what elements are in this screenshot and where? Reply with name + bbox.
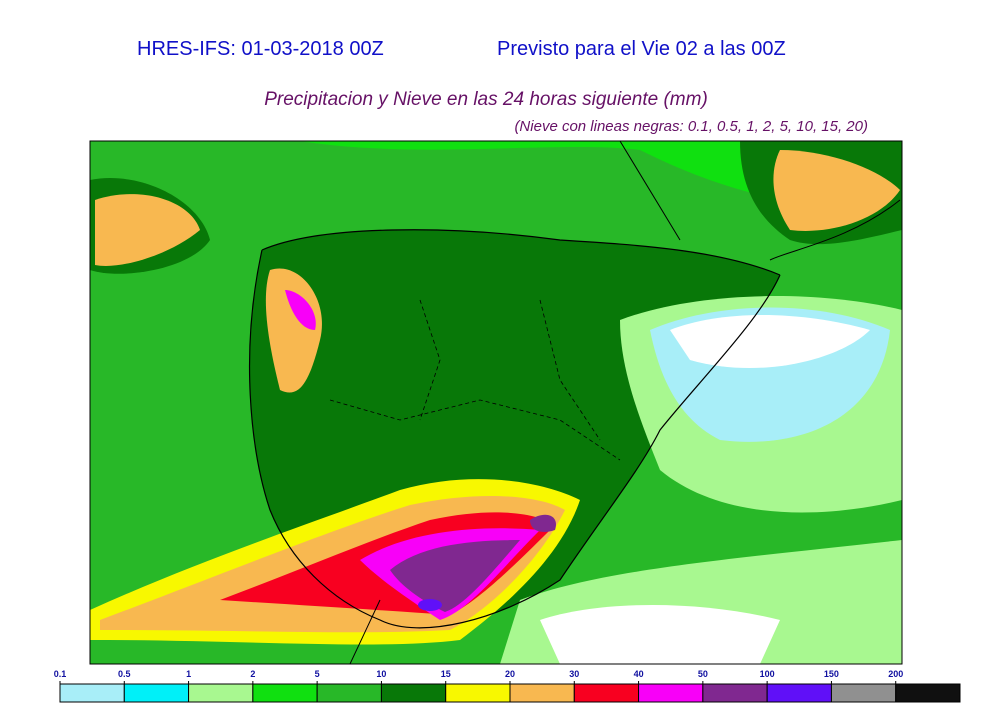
snow-note: (Nieve con lineas negras: 0.1, 0.5, 1, 2… [514,118,868,135]
colorbar-segment [252,683,318,703]
level-label: 40 [634,669,644,679]
level-label: 15 [441,669,451,679]
level-label: 5 [315,669,320,679]
level-label: 30 [569,669,579,679]
colorbar-segment [509,683,575,703]
colorbar-segment [123,683,190,703]
level-label: 150 [824,669,839,679]
colorbar-segment [702,683,768,703]
colorbar-segment [766,683,832,703]
colorbar-segment [573,683,640,703]
map-title: Precipitacion y Nieve en las 24 horas si… [264,89,708,110]
valid-time: Previsto para el Vie 02 a las 00Z [497,38,786,60]
level-label: 0.5 [118,669,131,679]
colorbar-segment [380,683,447,703]
colorbar-segment [316,683,382,703]
level-label: 200 [888,669,903,679]
colorbar-segment [59,683,125,703]
colorbar-segment [188,683,254,703]
level-label: 20 [505,669,515,679]
colorbar-segment [445,683,511,703]
level-label: 0.1 [54,669,67,679]
level-label: 1 [186,669,191,679]
level-label: 50 [698,669,708,679]
colorbar-segment [830,683,897,703]
level-label: 10 [376,669,386,679]
map [89,140,903,665]
colorbar-segment [638,683,704,703]
model-run: HRES-IFS: 01-03-2018 00Z [137,38,384,60]
colorbar-segment [895,683,961,703]
colorbar: 0.1 0.5 1 2 5 10 15 20 30 40 50 100 150 200 [54,669,961,703]
level-label: 2 [250,669,255,679]
level-label: 100 [760,669,775,679]
